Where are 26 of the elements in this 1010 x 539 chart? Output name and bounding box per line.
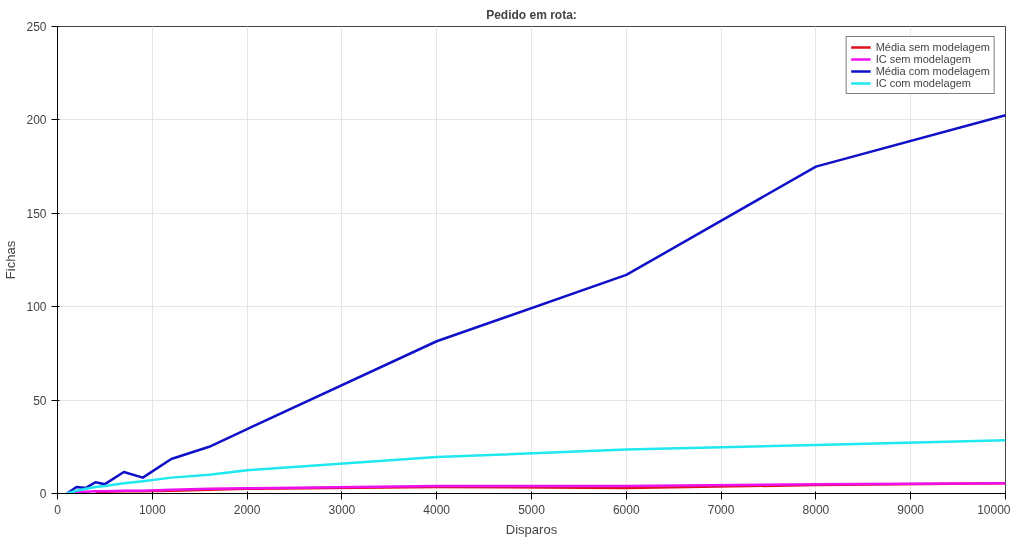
legend-label: IC sem modelagem [875, 53, 972, 65]
y-tick-label: 250 [26, 20, 47, 34]
legend-label: Média com modelagem [875, 65, 990, 77]
x-axis-title: Disparos [505, 521, 558, 537]
x-tick-label: 6000 [612, 502, 640, 517]
legend-label: Média sem modelagem [875, 41, 990, 53]
line-series [65, 113, 1006, 494]
y-tick-label: 150 [26, 206, 47, 221]
line-series [65, 439, 1006, 494]
x-tick-label: 7000 [707, 502, 735, 517]
x-tick-label: 5000 [518, 502, 546, 517]
x-tick-label: 1000 [138, 502, 166, 517]
y-tick-label: 100 [26, 300, 47, 315]
x-tick-label: 4000 [423, 502, 451, 517]
x-tick-label: 0 [54, 502, 62, 517]
y-tick-label: 0 [39, 487, 47, 501]
chart-title: Pedido em rota: [486, 7, 577, 22]
x-tick-label: 10000 [977, 502, 1010, 517]
y-tick-label: 200 [26, 113, 47, 128]
x-tick-label: 2000 [233, 502, 261, 517]
x-tick-label: 9000 [897, 502, 925, 517]
legend-label: IC com modelagem [875, 77, 972, 89]
y-tick-label: 50 [33, 393, 47, 408]
x-tick-label: 3000 [328, 502, 356, 517]
x-tick-label: 8000 [802, 502, 830, 517]
y-axis-title: Fichas [3, 240, 19, 280]
